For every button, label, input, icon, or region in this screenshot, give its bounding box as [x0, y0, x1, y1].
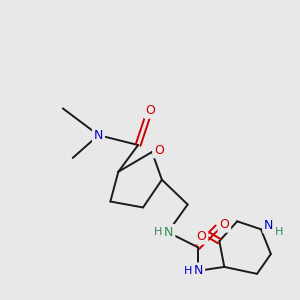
Text: O: O	[154, 143, 164, 157]
Text: H: H	[184, 266, 192, 276]
Text: H: H	[154, 227, 162, 237]
Text: O: O	[196, 230, 206, 243]
Text: O: O	[219, 218, 229, 231]
Text: H: H	[274, 227, 283, 237]
Text: N: N	[94, 129, 103, 142]
Text: O: O	[145, 104, 155, 117]
Text: N: N	[164, 226, 173, 239]
Text: N: N	[264, 219, 274, 232]
Text: N: N	[194, 264, 203, 278]
